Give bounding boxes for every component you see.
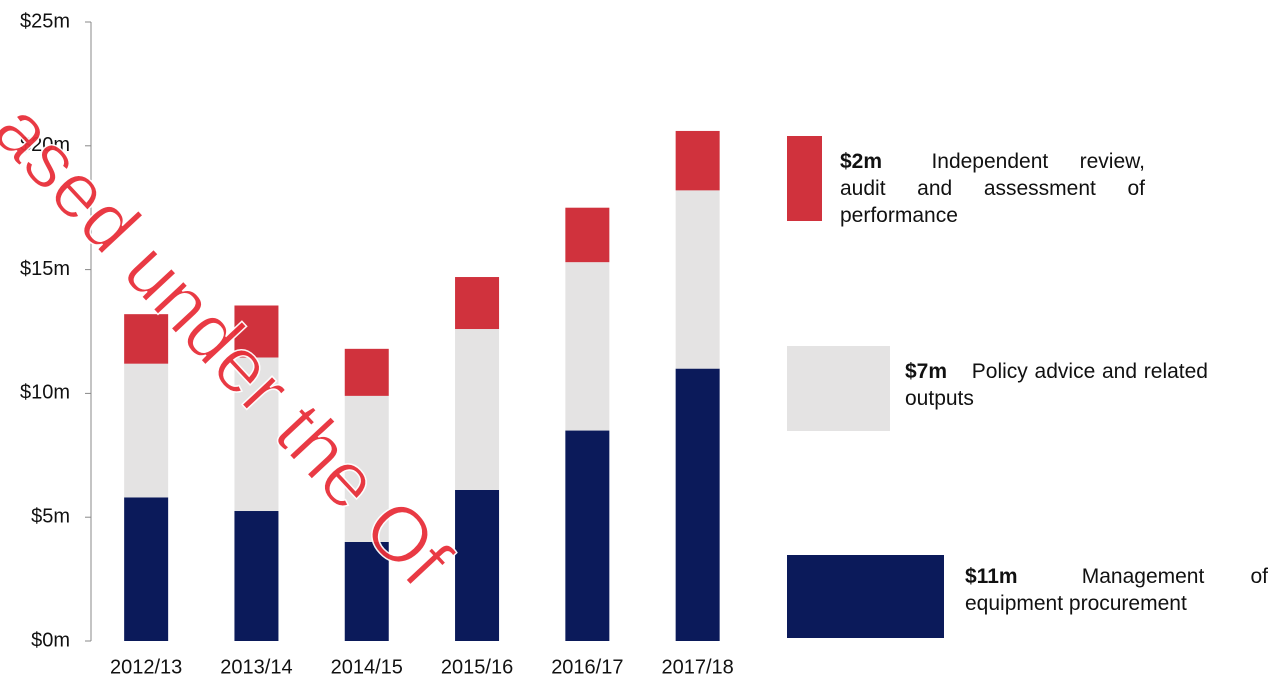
x-tick-label: 2013/14	[220, 656, 292, 678]
bar-segment	[124, 363, 169, 498]
legend-value: $7m	[905, 360, 948, 383]
legend-swatch	[787, 555, 944, 638]
bar-segment	[675, 190, 720, 369]
y-tick-label: $10m	[20, 382, 70, 404]
x-tick-label: 2016/17	[551, 656, 623, 678]
y-tick-label: $5m	[31, 505, 70, 527]
legend-value: $2m	[840, 150, 883, 173]
legend-entry: $2m Independent review, audit and assess…	[840, 148, 1145, 229]
legend-swatch	[787, 346, 890, 431]
x-tick-label: 2017/18	[662, 656, 734, 678]
bar-segment	[234, 357, 279, 512]
x-tick-label: 2015/16	[441, 656, 513, 678]
y-tick-label: $15m	[20, 258, 70, 280]
bar-segment	[124, 497, 169, 641]
legend-label: Management of equipment procurement	[965, 565, 1268, 615]
legend-label: Policy advice and related outputs	[905, 360, 1208, 410]
legend-label: Independent review, audit and assessment…	[840, 150, 1145, 227]
x-tick-label: 2014/15	[331, 656, 403, 678]
legend-value: $11m	[965, 565, 1018, 588]
bar-segment	[234, 305, 279, 358]
bar-segment	[455, 329, 500, 490]
y-tick-label: $0m	[31, 629, 70, 651]
x-tick-label: 2012/13	[110, 656, 182, 678]
bar-segment	[344, 348, 389, 396]
legend-entry: $7m Policy advice and related outputs	[905, 358, 1208, 412]
bar-segment	[675, 130, 720, 191]
bar-segment	[344, 541, 389, 641]
bar-segment	[565, 207, 610, 263]
bar-segment	[124, 314, 169, 364]
y-tick-label: $20m	[20, 134, 70, 156]
bar-segment	[675, 368, 720, 641]
legend-swatch	[787, 136, 822, 221]
y-tick-label: $25m	[20, 10, 70, 32]
watermark: ased under the Of	[0, 86, 468, 603]
bar-segment	[565, 430, 610, 641]
bar-segment	[234, 511, 279, 641]
bar-segment	[344, 395, 389, 542]
bar-segment	[455, 489, 500, 641]
bar-segment	[565, 262, 610, 431]
legend-entry: $11m Management of equipment procurement	[965, 563, 1268, 617]
bar-segment	[455, 277, 500, 330]
